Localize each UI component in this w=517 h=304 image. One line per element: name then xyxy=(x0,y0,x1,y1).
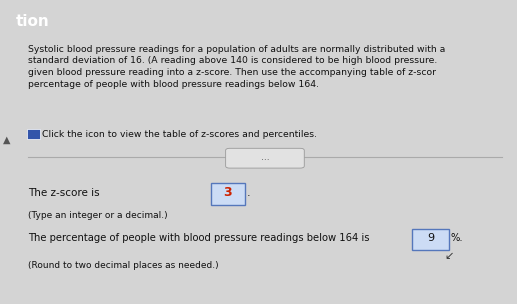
Text: ▲: ▲ xyxy=(3,134,10,144)
Text: (Type an integer or a decimal.): (Type an integer or a decimal.) xyxy=(28,211,168,220)
FancyBboxPatch shape xyxy=(225,148,305,168)
Text: Click the icon to view the table of z-scores and percentiles.: Click the icon to view the table of z-sc… xyxy=(42,130,317,139)
Text: Systolic blood pressure readings for a population of adults are normally distrib: Systolic blood pressure readings for a p… xyxy=(28,44,446,89)
Text: .: . xyxy=(246,188,250,198)
Text: (Round to two decimal places as needed.): (Round to two decimal places as needed.) xyxy=(28,261,219,270)
Text: tion: tion xyxy=(16,14,49,29)
FancyBboxPatch shape xyxy=(210,183,245,205)
FancyBboxPatch shape xyxy=(27,129,40,139)
Text: 9: 9 xyxy=(427,233,434,244)
Text: 3: 3 xyxy=(223,186,232,199)
FancyBboxPatch shape xyxy=(412,229,449,250)
Text: ↙: ↙ xyxy=(445,251,454,261)
Text: The z-score is: The z-score is xyxy=(28,188,103,198)
Text: The percentage of people with blood pressure readings below 164 is: The percentage of people with blood pres… xyxy=(28,233,373,244)
Text: %.: %. xyxy=(450,233,463,244)
Text: ...: ... xyxy=(261,153,269,162)
